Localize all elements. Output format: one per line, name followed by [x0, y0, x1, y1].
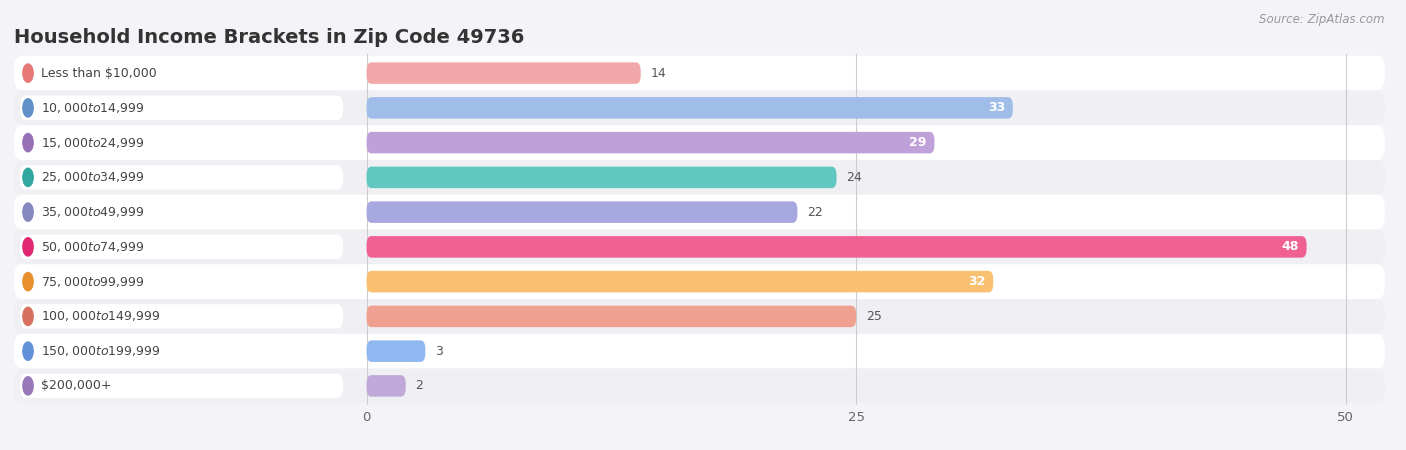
FancyBboxPatch shape [367, 375, 406, 396]
Text: 48: 48 [1281, 240, 1299, 253]
Text: 33: 33 [988, 101, 1005, 114]
Circle shape [22, 307, 34, 325]
Circle shape [22, 64, 34, 82]
FancyBboxPatch shape [14, 125, 1385, 160]
Circle shape [22, 238, 34, 256]
Circle shape [22, 342, 34, 360]
FancyBboxPatch shape [20, 130, 343, 155]
Text: Household Income Brackets in Zip Code 49736: Household Income Brackets in Zip Code 49… [14, 28, 524, 47]
FancyBboxPatch shape [367, 306, 856, 327]
FancyBboxPatch shape [367, 271, 993, 292]
Circle shape [22, 134, 34, 152]
FancyBboxPatch shape [20, 374, 343, 398]
FancyBboxPatch shape [367, 236, 1306, 258]
FancyBboxPatch shape [367, 340, 426, 362]
FancyBboxPatch shape [20, 61, 343, 86]
Circle shape [22, 377, 34, 395]
FancyBboxPatch shape [367, 201, 797, 223]
Text: 32: 32 [967, 275, 986, 288]
FancyBboxPatch shape [14, 230, 1385, 264]
FancyBboxPatch shape [14, 56, 1385, 90]
FancyBboxPatch shape [14, 369, 1385, 403]
Text: 2: 2 [416, 379, 423, 392]
Text: $25,000 to $34,999: $25,000 to $34,999 [41, 171, 145, 184]
FancyBboxPatch shape [20, 96, 343, 120]
Circle shape [22, 99, 34, 117]
Text: $15,000 to $24,999: $15,000 to $24,999 [41, 135, 145, 149]
Text: 24: 24 [846, 171, 862, 184]
FancyBboxPatch shape [20, 200, 343, 224]
Text: 3: 3 [434, 345, 443, 358]
FancyBboxPatch shape [14, 160, 1385, 195]
FancyBboxPatch shape [367, 132, 935, 153]
FancyBboxPatch shape [14, 334, 1385, 369]
FancyBboxPatch shape [14, 90, 1385, 125]
FancyBboxPatch shape [20, 304, 343, 328]
Text: $75,000 to $99,999: $75,000 to $99,999 [41, 274, 145, 288]
FancyBboxPatch shape [20, 339, 343, 363]
Circle shape [22, 273, 34, 291]
Text: $35,000 to $49,999: $35,000 to $49,999 [41, 205, 145, 219]
FancyBboxPatch shape [14, 195, 1385, 230]
Text: Less than $10,000: Less than $10,000 [41, 67, 156, 80]
Text: $10,000 to $14,999: $10,000 to $14,999 [41, 101, 145, 115]
Text: 14: 14 [651, 67, 666, 80]
Text: Source: ZipAtlas.com: Source: ZipAtlas.com [1260, 14, 1385, 27]
FancyBboxPatch shape [367, 166, 837, 188]
FancyBboxPatch shape [20, 165, 343, 189]
FancyBboxPatch shape [20, 235, 343, 259]
FancyBboxPatch shape [367, 97, 1012, 119]
Text: $150,000 to $199,999: $150,000 to $199,999 [41, 344, 160, 358]
Text: $200,000+: $200,000+ [41, 379, 111, 392]
Text: 22: 22 [807, 206, 823, 219]
Text: $50,000 to $74,999: $50,000 to $74,999 [41, 240, 145, 254]
Circle shape [22, 168, 34, 186]
Text: 25: 25 [866, 310, 882, 323]
FancyBboxPatch shape [20, 270, 343, 294]
Circle shape [22, 203, 34, 221]
Text: 29: 29 [910, 136, 927, 149]
FancyBboxPatch shape [367, 63, 641, 84]
FancyBboxPatch shape [14, 299, 1385, 334]
Text: $100,000 to $149,999: $100,000 to $149,999 [41, 310, 160, 324]
FancyBboxPatch shape [14, 264, 1385, 299]
